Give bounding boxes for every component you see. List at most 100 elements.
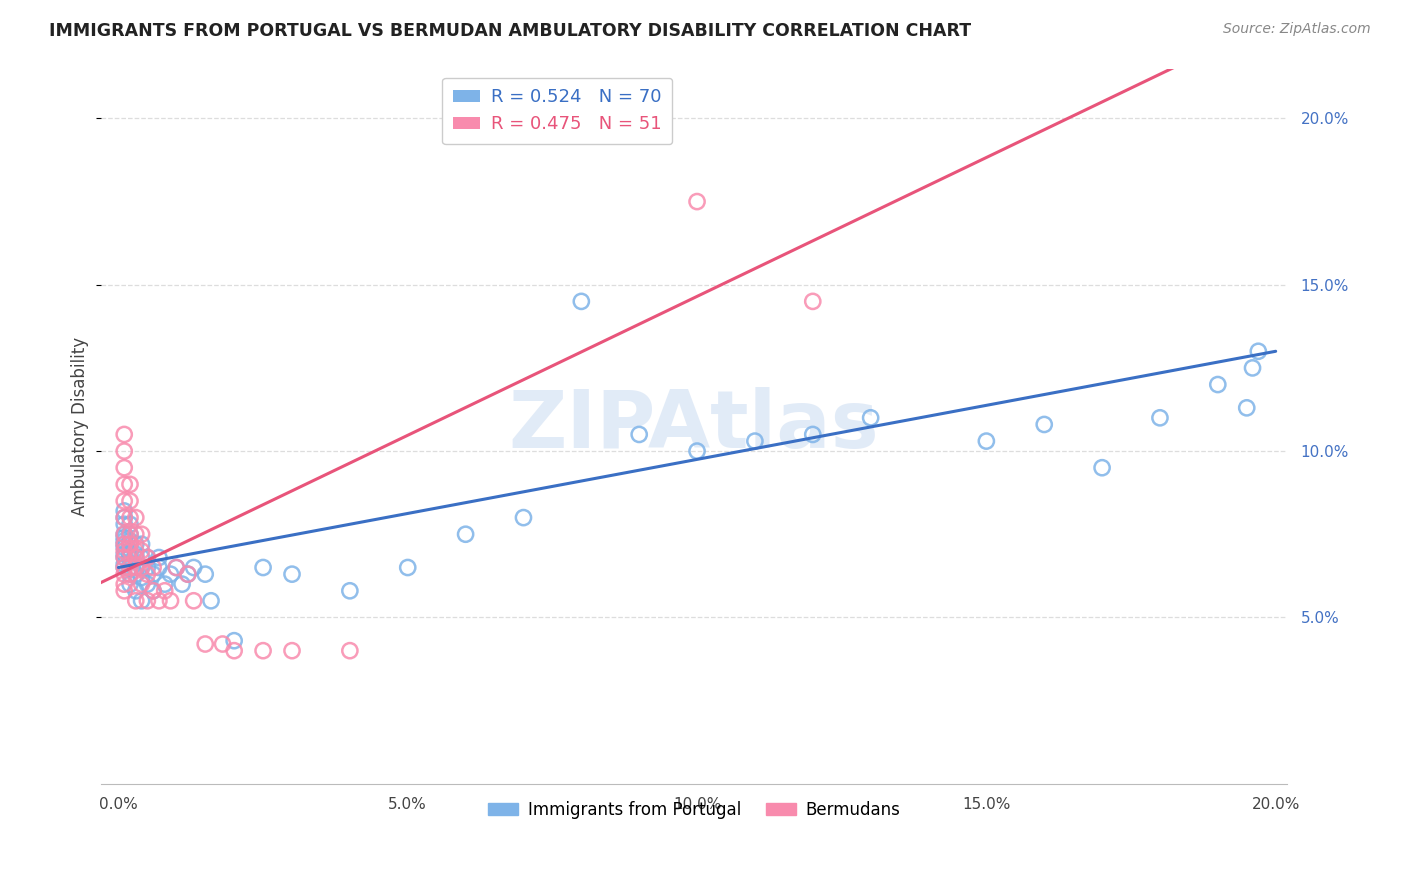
Point [118,527,141,541]
Point [136,550,159,565]
Point [801,427,824,442]
Point [1033,417,1056,432]
Point [131,577,153,591]
Point [125,560,148,574]
Point [628,427,651,442]
Point [148,594,170,608]
Point [224,633,246,648]
Point [112,527,135,541]
Point [125,527,148,541]
Point [177,567,200,582]
Point [118,560,141,574]
Point [976,434,998,449]
Point [1236,401,1258,415]
Point [118,533,141,548]
Point [118,544,141,558]
Point [136,567,159,582]
Point [112,531,135,545]
Point [131,537,153,551]
Point [142,567,165,582]
Y-axis label: Ambulatory Disability: Ambulatory Disability [72,336,89,516]
Point [131,570,153,584]
Point [200,594,222,608]
Point [125,550,148,565]
Point [153,577,176,591]
Point [159,567,181,582]
Point [118,560,141,574]
Point [148,560,170,574]
Point [112,517,135,532]
Point [112,567,135,582]
Point [859,410,882,425]
Point [112,550,135,565]
Point [136,594,159,608]
Point [1206,377,1229,392]
Point [183,594,205,608]
Point [172,577,194,591]
Point [112,557,135,571]
Point [118,537,141,551]
Point [112,537,135,551]
Point [136,560,159,574]
Point [148,550,170,565]
Point [112,577,135,591]
Point [112,560,135,574]
Point [131,527,153,541]
Point [159,594,181,608]
Point [118,517,141,532]
Point [131,560,153,574]
Point [281,643,304,657]
Point [125,550,148,565]
Point [112,527,135,541]
Point [112,444,135,458]
Point [136,577,159,591]
Point [224,643,246,657]
Point [211,637,233,651]
Point [194,637,217,651]
Point [112,533,135,548]
Point [396,560,419,574]
Point [131,550,153,565]
Point [112,504,135,518]
Point [142,583,165,598]
Point [125,583,148,598]
Point [112,550,135,565]
Point [1241,360,1264,375]
Point [744,434,766,449]
Point [281,567,304,582]
Point [118,510,141,524]
Point [112,541,135,555]
Point [118,544,141,558]
Point [118,550,141,565]
Point [118,537,141,551]
Point [165,560,187,574]
Point [112,494,135,508]
Point [112,477,135,491]
Point [112,510,135,524]
Point [1091,460,1114,475]
Point [118,577,141,591]
Point [118,567,141,582]
Text: ZIPAtlas: ZIPAtlas [509,387,880,465]
Legend: Immigrants from Portugal, Bermudans: Immigrants from Portugal, Bermudans [481,794,907,825]
Point [112,547,135,561]
Point [801,294,824,309]
Point [454,527,477,541]
Point [136,550,159,565]
Point [112,460,135,475]
Point [194,567,217,582]
Point [142,583,165,598]
Point [118,477,141,491]
Point [131,560,153,574]
Point [112,537,135,551]
Point [112,510,135,524]
Point [339,583,361,598]
Point [512,510,534,524]
Point [112,583,135,598]
Point [118,527,141,541]
Point [131,544,153,558]
Point [112,560,135,574]
Point [252,643,274,657]
Point [112,544,135,558]
Point [125,567,148,582]
